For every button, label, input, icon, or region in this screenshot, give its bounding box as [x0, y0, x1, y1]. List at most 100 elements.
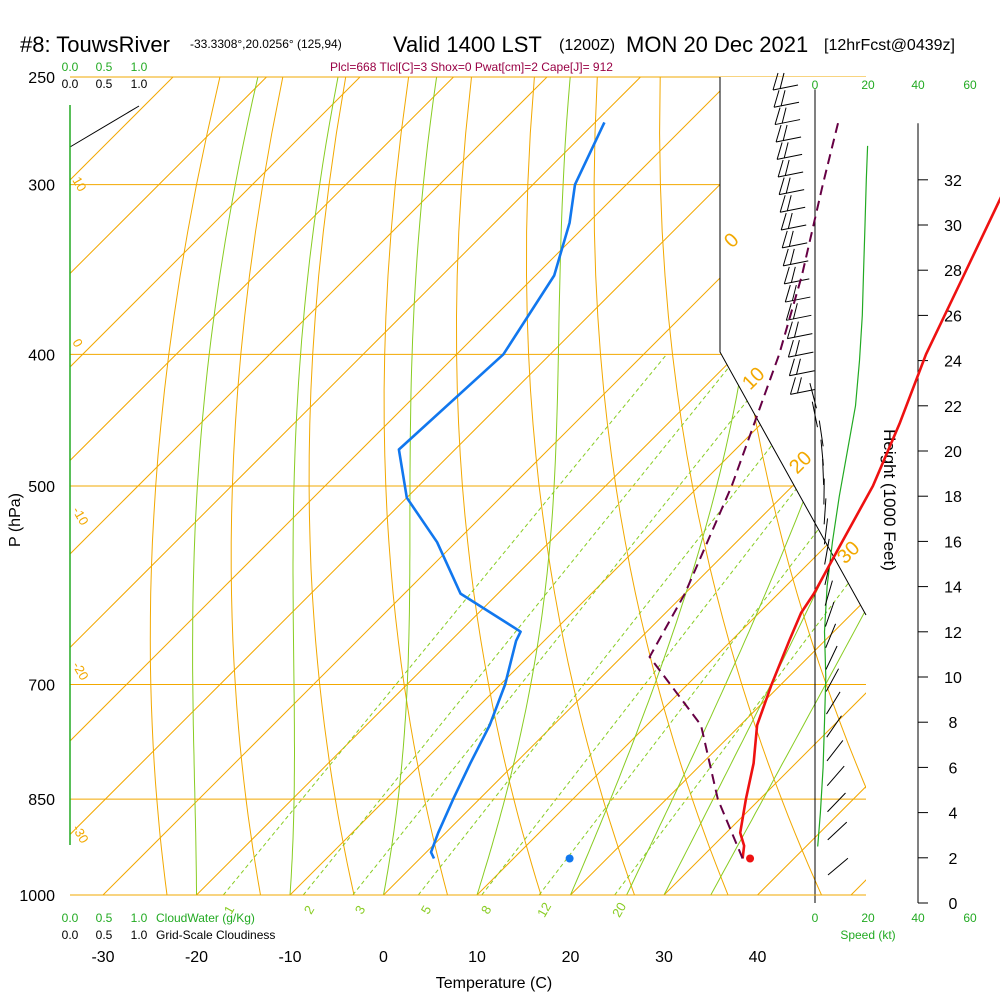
moist-adiabat-line: [710, 608, 866, 895]
height-tick-label: 16: [944, 534, 962, 551]
bottom-left-scales: 0.0 0.5 1.0 CloudWater (g/Kg) 0.0 0.5 1.…: [62, 911, 276, 942]
dewpoint-profile-line: [397, 121, 606, 860]
wind-barb: [773, 90, 800, 108]
wind-panel-mask: [720, 77, 866, 615]
height-tick-label: 0: [949, 896, 958, 913]
wind-barb: [783, 266, 810, 285]
cloudwater-scale-value: 0.0: [62, 911, 79, 925]
height-tick-label: 2: [949, 851, 958, 868]
mixing-ratio-label: 20: [609, 900, 629, 920]
wind-barb-flag: [786, 195, 792, 212]
wind-barb-flag: [786, 321, 793, 339]
height-tick-label: 30: [944, 218, 962, 235]
cloud-indicator-line: [69, 105, 140, 148]
wind-barb: [824, 601, 835, 627]
wind-barb-flag: [777, 159, 784, 178]
wind-barb-shaft: [809, 382, 817, 409]
moist-adiabat-line: [383, 77, 438, 895]
pressure-tick-label: 250: [28, 70, 55, 87]
wind-barb: [772, 72, 799, 91]
moist-adiabat-line: [476, 77, 571, 895]
wind-barb: [823, 518, 829, 545]
wind-barb-shaft: [824, 538, 830, 565]
zulu-time: (1200Z): [559, 37, 615, 54]
dry-adiabat-line: [230, 77, 284, 895]
wind-barb-shaft: [825, 645, 838, 670]
wind-barb-shaft: [788, 351, 814, 358]
wind-barb-flag: [785, 303, 792, 321]
wind-barb-flag: [782, 248, 789, 267]
wind-barb-flag: [788, 230, 794, 248]
cloudwater-scale-value: 0.5: [96, 911, 113, 925]
height-tick-label: 22: [944, 399, 962, 416]
wind-barb-flag: [796, 377, 802, 394]
pressure-tick-label: 400: [28, 347, 55, 364]
temperature-tick-label: 10: [468, 949, 486, 966]
moist-adiabat-line: [663, 485, 866, 895]
dry-adiabat-line: [593, 77, 729, 895]
wind-barb-flag: [781, 230, 788, 249]
wind-barb: [827, 821, 848, 841]
isotherm-line: [70, 77, 361, 368]
pressure-tick-label: 1000: [19, 888, 55, 905]
wind-barb-flag: [779, 72, 785, 90]
wind-barb: [827, 857, 849, 876]
height-tick-label: 6: [949, 760, 958, 777]
wind-speed-scale-label: 0: [812, 911, 819, 925]
cloudwater-label: CloudWater (g/Kg): [156, 911, 255, 925]
wind-barb-shaft: [826, 765, 845, 787]
isotherm-line: [70, 77, 454, 462]
height-tick-label: 12: [944, 625, 962, 642]
wind-barb-shaft: [825, 623, 837, 649]
height-tick-label: 20: [944, 444, 962, 461]
temperature-tick-label: 30: [655, 949, 673, 966]
height-tick-label: 8: [949, 715, 958, 732]
wind-barb: [781, 230, 808, 249]
wind-barb: [826, 740, 844, 762]
x-axis-label: Temperature (C): [436, 975, 552, 992]
wind-barb-shaft: [826, 715, 842, 738]
temperature-profile-line: [738, 196, 1000, 859]
parcel-profile-line: [648, 122, 840, 859]
wind-barb-shaft: [823, 518, 829, 545]
wind-barb: [786, 321, 813, 340]
isotherm-line: [570, 598, 866, 895]
wind-barb-shaft: [781, 224, 807, 231]
wind-barb: [825, 668, 840, 692]
wind-barb: [775, 124, 802, 143]
top-scale-value: 1.0: [131, 77, 148, 91]
wind-barb-shaft: [820, 439, 824, 466]
wind-barb: [777, 159, 804, 178]
wind-barb: [825, 645, 838, 670]
wind-barb-shaft: [787, 333, 813, 340]
mixing-ratio-line: [614, 558, 866, 895]
wind-barb: [811, 401, 818, 428]
wind-barb-flag: [790, 266, 796, 284]
pressure-tick-label: 300: [28, 178, 55, 195]
wind-barb: [826, 765, 845, 787]
wind-barb-shaft: [826, 740, 844, 762]
thermo-grid: [70, 77, 866, 895]
cloudiness-scale-value: 1.0: [131, 928, 148, 942]
wind-barb-flag: [778, 177, 785, 195]
wind-barb-shaft: [827, 792, 846, 813]
dry-adiabat-line: [383, 77, 448, 895]
wind-speed-scale-label: 40: [911, 911, 925, 925]
top-scale-value: 0.5: [96, 60, 113, 74]
mixing-ratio-line: [417, 354, 844, 895]
mixing-ratio-label: 12: [534, 900, 554, 920]
moist-adiabat-line: [626, 322, 866, 895]
wind-barb-shaft: [782, 242, 808, 249]
cloudiness-scale-value: 0.5: [96, 928, 113, 942]
wind-barb: [788, 358, 815, 377]
wind-barb: [827, 792, 846, 813]
wind-barb-shaft: [777, 153, 803, 160]
top-scale-value: 1.0: [131, 60, 148, 74]
wind-barb-flag: [794, 339, 800, 357]
wind-barb-shaft: [789, 370, 815, 377]
pressure-tick-label: 850: [28, 792, 55, 809]
wind-barb: [824, 538, 830, 565]
wind-barb-shaft: [827, 857, 849, 876]
wind-barb-shaft: [779, 189, 805, 196]
